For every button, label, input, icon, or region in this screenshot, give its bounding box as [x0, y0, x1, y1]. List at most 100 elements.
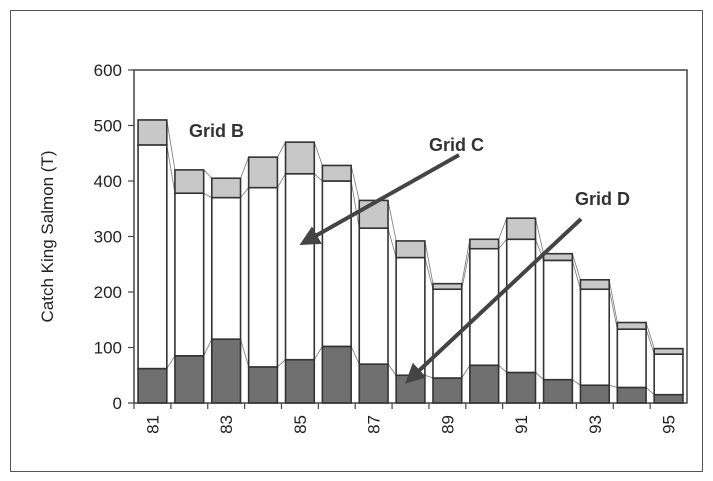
- connector-line: [645, 329, 655, 355]
- connector-line: [535, 372, 544, 380]
- bar-segment: [137, 144, 168, 370]
- bar-segment: [395, 256, 426, 377]
- connector-line: [350, 180, 360, 229]
- connector-line: [461, 365, 471, 379]
- bar-segment: [505, 371, 537, 404]
- connector-line: [387, 200, 397, 242]
- connector-line: [203, 169, 213, 179]
- connector-line: [350, 346, 360, 365]
- bar-segment: [174, 192, 205, 357]
- bar-segment: [579, 384, 611, 404]
- bar-segment: [174, 169, 205, 195]
- connector-line: [203, 192, 212, 199]
- connector-line: [240, 339, 250, 368]
- connector-line: [535, 218, 544, 254]
- bar-segment: [505, 217, 537, 241]
- connector-line: [571, 253, 581, 280]
- annotation-arrow: [405, 217, 583, 384]
- connector-line: [571, 260, 581, 290]
- annotation-arrow: [299, 153, 460, 245]
- y-axis-label: Catch King Salmon (T): [38, 151, 57, 323]
- bar-segment: [210, 196, 242, 340]
- bar-segment: [395, 240, 426, 259]
- bar-segment: [284, 141, 316, 175]
- connector-line: [350, 165, 360, 201]
- x-tick-label: 91: [512, 415, 531, 434]
- bar-segment: [542, 259, 574, 381]
- bar-segment: [616, 386, 647, 404]
- x-tick-label: 93: [586, 415, 605, 434]
- connector-line: [166, 144, 176, 194]
- bar-segment: [321, 180, 352, 348]
- connector-line: [608, 289, 618, 330]
- connector-line: [498, 364, 507, 373]
- x-tick-label: 81: [143, 415, 162, 434]
- connector-line: [572, 379, 581, 386]
- bar-segment: [358, 363, 389, 404]
- connector-line: [387, 228, 397, 258]
- bar-segment: [174, 355, 205, 404]
- x-tick-label: 83: [217, 415, 236, 434]
- connector-line: [313, 142, 323, 166]
- connector-line: [424, 240, 434, 284]
- connector-line: [424, 257, 434, 290]
- connector-line: [277, 359, 286, 368]
- connector-line: [166, 355, 176, 369]
- bar-segment: [505, 238, 537, 374]
- connector-line: [240, 187, 249, 198]
- bar-segment: [137, 367, 168, 404]
- annotation-label: Grid C: [429, 135, 484, 155]
- bar-segment: [653, 353, 684, 396]
- bar-segment: [247, 186, 279, 368]
- bar-segment: [321, 164, 352, 182]
- connector-line: [608, 279, 618, 323]
- y-tick-label: 300: [94, 228, 122, 247]
- y-tick-label: 500: [94, 117, 122, 136]
- bar-segment: [247, 366, 279, 404]
- connector-line: [203, 338, 213, 357]
- connector-line: [498, 218, 508, 240]
- connector-line: [314, 173, 323, 182]
- bar-segment: [616, 328, 647, 389]
- bar-segment: [321, 345, 352, 404]
- x-tick-label: 89: [438, 415, 457, 434]
- y-tick-label: 100: [94, 339, 122, 358]
- connector-line: [498, 239, 508, 249]
- stacked-bar-chart: 0 100 200 300 400 500 600 Catch King Salmon (T)…: [38, 61, 688, 434]
- bar-segment: [579, 288, 611, 387]
- bar-segment: [616, 321, 647, 330]
- bar-segment: [358, 227, 389, 365]
- x-tick-label: 87: [365, 415, 384, 434]
- connector-line: [461, 248, 471, 290]
- bar-segment: [653, 393, 684, 404]
- bar-segment: [210, 177, 242, 199]
- connector-line: [387, 363, 397, 376]
- annotation-label: Grid B: [189, 121, 244, 141]
- connector-line: [277, 141, 286, 158]
- connector-line: [461, 239, 471, 284]
- chart-frame: 0 100 200 300 400 500 600 Catch King Salmon (T)…: [10, 10, 703, 472]
- bar-segment: [210, 338, 242, 404]
- x-tick-label: 85: [291, 415, 310, 434]
- y-tick-label: 200: [94, 283, 122, 302]
- connector-line: [313, 346, 323, 360]
- bar-segment: [432, 377, 463, 404]
- y-tick-label: 0: [113, 394, 122, 413]
- bar-segment: [284, 358, 316, 404]
- y-tick-label: 600: [94, 61, 122, 80]
- bar-segment: [284, 172, 316, 361]
- bar-segment: [542, 252, 574, 262]
- connector-line: [609, 384, 618, 388]
- annotation-label: Grid D: [575, 189, 630, 209]
- bar-segment: [432, 282, 463, 291]
- connector-line: [645, 387, 655, 395]
- bar-segment: [469, 364, 500, 404]
- connector-line: [645, 322, 655, 349]
- bar-segment: [469, 238, 500, 250]
- bar-segment: [137, 119, 168, 146]
- connector-line: [240, 156, 250, 179]
- bar-segment: [542, 378, 574, 404]
- x-tick-label: 95: [660, 415, 679, 434]
- bar-segment: [247, 156, 279, 189]
- bar-segment: [653, 347, 684, 355]
